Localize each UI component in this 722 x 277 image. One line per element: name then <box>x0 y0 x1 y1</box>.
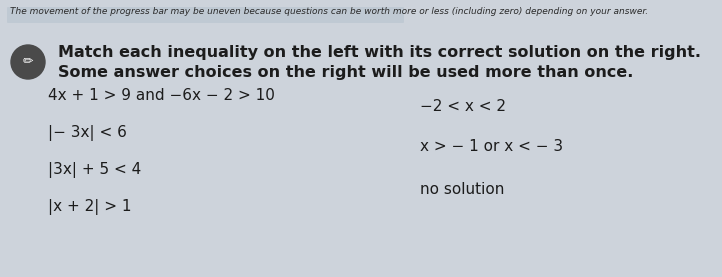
Text: Match each inequality on the left with its correct solution on the right.: Match each inequality on the left with i… <box>58 45 701 60</box>
Text: Some answer choices on the right will be used more than once.: Some answer choices on the right will be… <box>58 65 633 80</box>
Text: no solution: no solution <box>420 182 505 197</box>
Text: 4x + 1 > 9 and −6x − 2 > 10: 4x + 1 > 9 and −6x − 2 > 10 <box>48 88 275 103</box>
Circle shape <box>11 45 45 79</box>
Text: ✏: ✏ <box>23 55 33 68</box>
Text: |x + 2| > 1: |x + 2| > 1 <box>48 199 131 215</box>
Text: −2 < x < 2: −2 < x < 2 <box>420 99 506 114</box>
Text: The movement of the progress bar may be uneven because questions can be worth mo: The movement of the progress bar may be … <box>10 7 648 16</box>
Text: x > − 1 or x < − 3: x > − 1 or x < − 3 <box>420 139 563 154</box>
FancyBboxPatch shape <box>7 7 404 23</box>
Text: |− 3x| < 6: |− 3x| < 6 <box>48 125 127 141</box>
Text: |3x| + 5 < 4: |3x| + 5 < 4 <box>48 162 142 178</box>
